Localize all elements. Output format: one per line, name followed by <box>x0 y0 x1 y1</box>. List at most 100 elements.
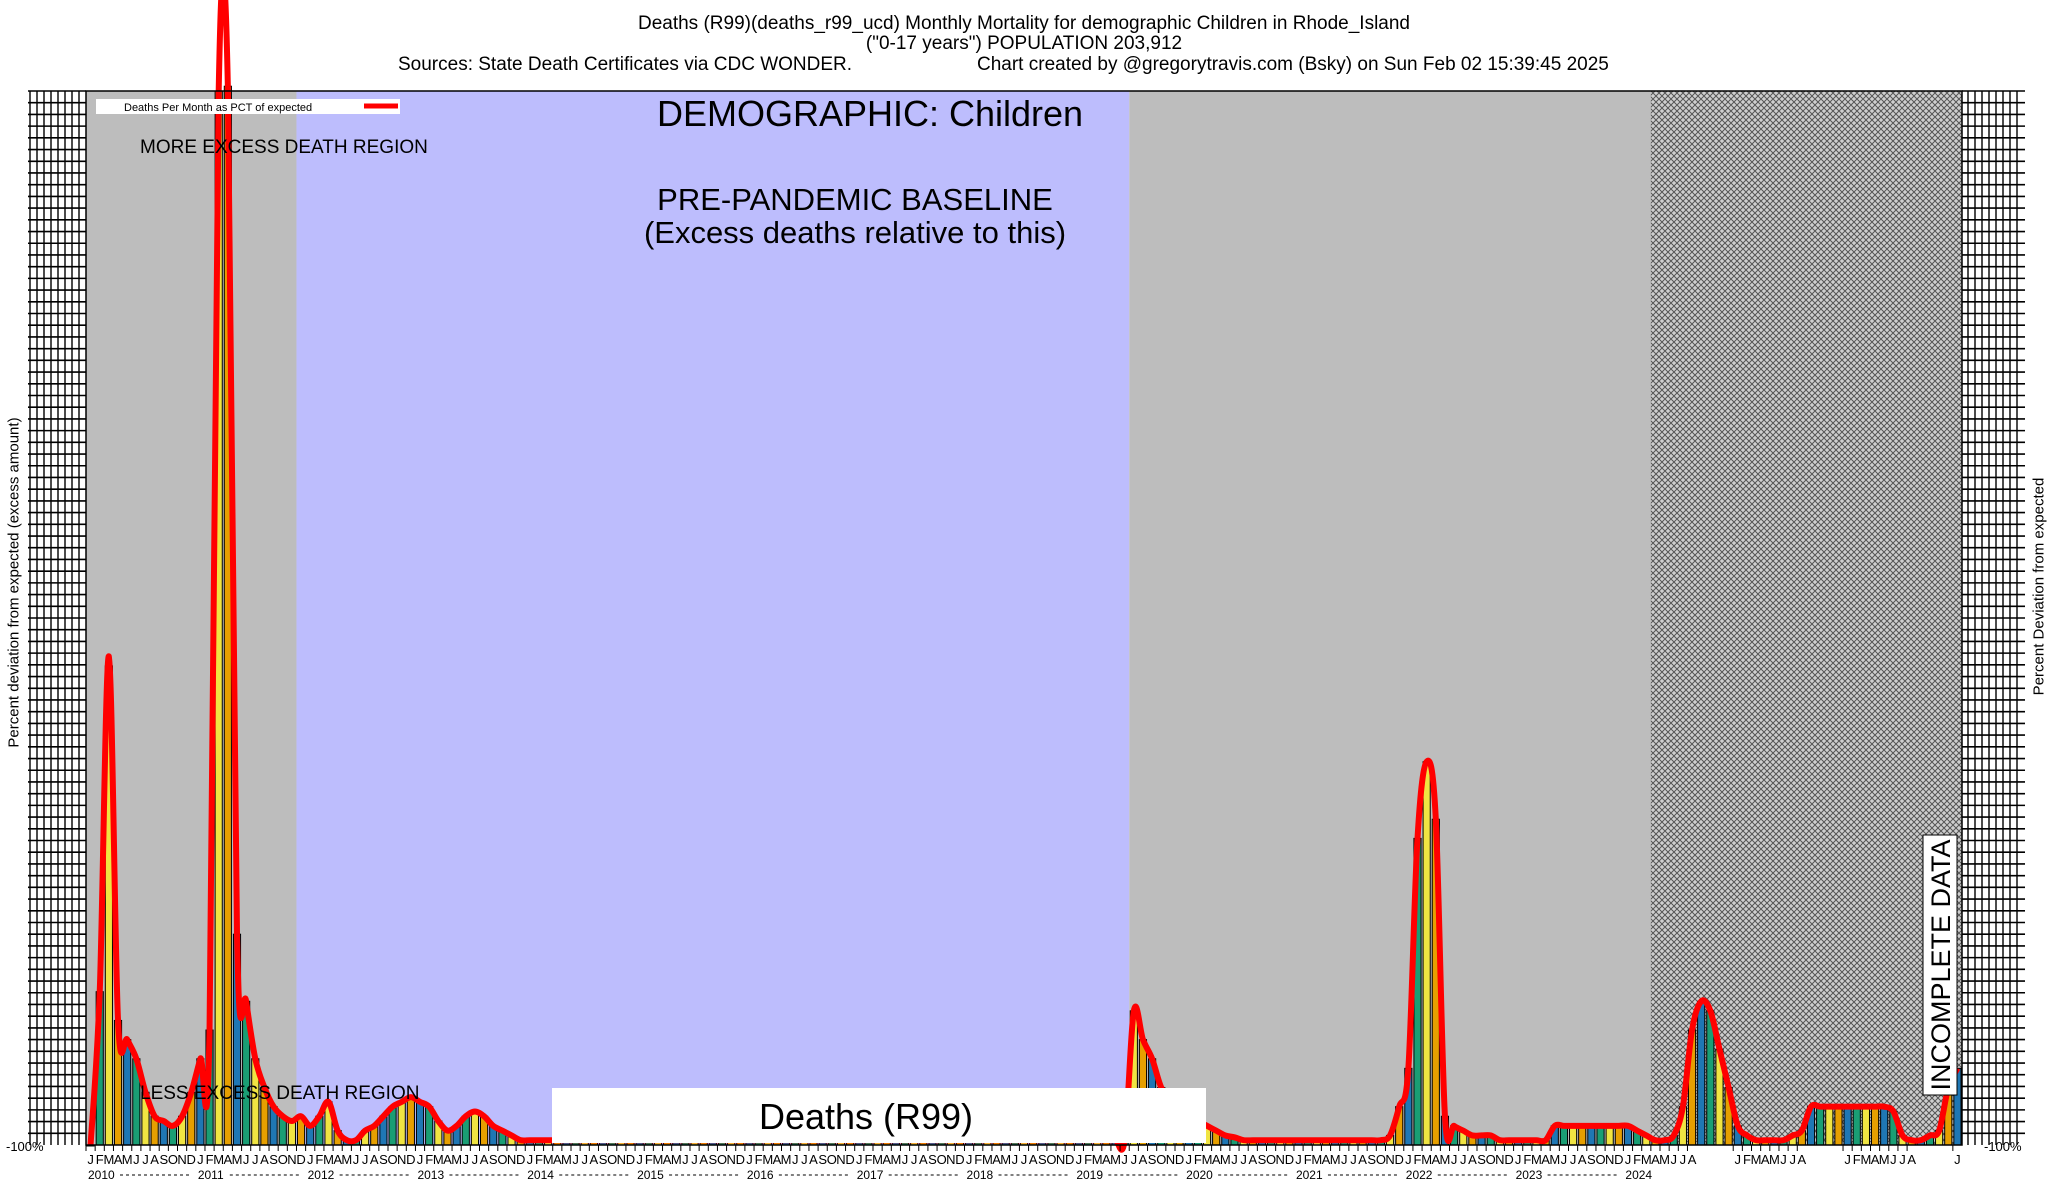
x-tick-label: J <box>1670 1152 1677 1167</box>
x-tick-label: N <box>397 1152 406 1167</box>
x-tick-label: N <box>1276 1152 1285 1167</box>
x-tick-label: O <box>278 1152 288 1167</box>
x-tick-label: M <box>1769 1152 1780 1167</box>
x-tick-label: J <box>1561 1152 1568 1167</box>
x-tick-label: J <box>1680 1152 1687 1167</box>
x-tick-label: J <box>1350 1152 1357 1167</box>
x-tick-label: M <box>122 1152 133 1167</box>
x-tick-label: O <box>388 1152 398 1167</box>
x-tick-label: J <box>362 1152 369 1167</box>
x-year-label: 2023 <box>1516 1168 1543 1182</box>
x-tick-label: A <box>1248 1152 1257 1167</box>
bar <box>1697 1000 1706 1146</box>
x-tick-label: M <box>982 1152 993 1167</box>
x-tick-label: A <box>773 1152 782 1167</box>
x-tick-label: S <box>1477 1152 1486 1167</box>
x-tick-label: J <box>1231 1152 1238 1167</box>
x-tick-label: F <box>535 1152 543 1167</box>
x-tick-label: A <box>1907 1152 1916 1167</box>
x-tick-label: N <box>836 1152 845 1167</box>
less-excess-label: LESS EXCESS DEATH REGION <box>140 1083 419 1104</box>
x-tick-label: F <box>1853 1152 1861 1167</box>
x-tick-label: J <box>1121 1152 1128 1167</box>
x-tick-label: N <box>177 1152 186 1167</box>
x-tick-label: J <box>792 1152 799 1167</box>
x-tick-label: M <box>1110 1152 1121 1167</box>
x-tick-label: D <box>406 1152 415 1167</box>
x-year-label: 2017 <box>857 1168 884 1182</box>
x-tick-label: N <box>1495 1152 1504 1167</box>
x-tick-label: D <box>1395 1152 1404 1167</box>
x-tick-label: A <box>809 1152 818 1167</box>
x-tick-label: M <box>1751 1152 1762 1167</box>
x-tick-label: F <box>1633 1152 1641 1167</box>
x-tick-label: A <box>150 1152 159 1167</box>
x-tick-label: A <box>443 1152 452 1167</box>
x-year-label: 2010 <box>88 1168 115 1182</box>
x-tick-label: J <box>1076 1152 1083 1167</box>
x-tick-label: F <box>425 1152 433 1167</box>
x-tick-label: F <box>864 1152 872 1167</box>
x-tick-label: F <box>206 1152 214 1167</box>
x-tick-label: N <box>1385 1152 1394 1167</box>
x-tick-label: M <box>1879 1152 1890 1167</box>
more-excess-label: MORE EXCESS DEATH REGION <box>140 137 428 158</box>
x-tick-label: F <box>96 1152 104 1167</box>
x-tick-label: M <box>1000 1152 1011 1167</box>
x-tick-label: A <box>333 1152 342 1167</box>
x-tick-label: A <box>1871 1152 1880 1167</box>
x-tick-label: A <box>919 1152 928 1167</box>
x-tick-label: J <box>527 1152 534 1167</box>
x-year-label: 2016 <box>747 1168 774 1182</box>
x-tick-label: A <box>370 1152 379 1167</box>
x-tick-label: A <box>553 1152 562 1167</box>
x-tick-label: S <box>159 1152 168 1167</box>
demographic-label: DEMOGRAPHIC: Children <box>657 93 1083 134</box>
x-tick-label: J <box>1131 1152 1138 1167</box>
legend-box <box>96 99 400 114</box>
x-tick-label: S <box>928 1152 937 1167</box>
x-tick-label: O <box>1156 1152 1166 1167</box>
x-tick-label: J <box>801 1152 808 1167</box>
x-tick-label: A <box>224 1152 233 1167</box>
x-tick-label: S <box>1258 1152 1267 1167</box>
x-tick-label: O <box>1266 1152 1276 1167</box>
x-tick-label: J <box>1021 1152 1028 1167</box>
x-tick-label: D <box>296 1152 305 1167</box>
x-tick-label: F <box>1414 1152 1422 1167</box>
x-tick-label: M <box>433 1152 444 1167</box>
x-tick-label: A <box>1212 1152 1221 1167</box>
x-tick-label: M <box>1531 1152 1542 1167</box>
x-tick-label: M <box>781 1152 792 1167</box>
x-tick-label: O <box>1595 1152 1605 1167</box>
x-tick-label: J <box>133 1152 140 1167</box>
x-tick-label: M <box>1440 1152 1451 1167</box>
x-tick-label: J <box>1954 1152 1961 1167</box>
x-tick-label: J <box>472 1152 479 1167</box>
incomplete-label: INCOMPLETE DATA <box>1926 839 1956 1090</box>
x-tick-label: N <box>946 1152 955 1167</box>
x-tick-label: M <box>103 1152 114 1167</box>
x-tick-label: O <box>497 1152 507 1167</box>
y-tick-label-bottom-left: -100% <box>6 1139 44 1154</box>
x-tick-label: O <box>1486 1152 1496 1167</box>
x-year-label: 2019 <box>1076 1168 1103 1182</box>
x-tick-label: J <box>417 1152 424 1167</box>
x-tick-label: J <box>307 1152 314 1167</box>
region-incomplete <box>1650 91 1962 1145</box>
x-tick-label: A <box>1578 1152 1587 1167</box>
x-tick-label: J <box>1890 1152 1897 1167</box>
x-tick-label: M <box>1421 1152 1432 1167</box>
x-tick-label: J <box>353 1152 360 1167</box>
x-tick-label: J <box>1185 1152 1192 1167</box>
x-tick-label: F <box>1743 1152 1751 1167</box>
footer-label-box <box>552 1088 1206 1143</box>
x-tick-label: A <box>260 1152 269 1167</box>
x-tick-label: F <box>645 1152 653 1167</box>
chart-subtitle: ("0-17 years") POPULATION 203,912 <box>865 33 1183 54</box>
x-tick-label: A <box>1651 1152 1660 1167</box>
x-year-label: 2020 <box>1186 1168 1213 1182</box>
x-tick-label: J <box>572 1152 579 1167</box>
x-tick-label: J <box>1451 1152 1458 1167</box>
y-axis-label-right: Percent Deviation from expected <box>2030 477 2048 696</box>
